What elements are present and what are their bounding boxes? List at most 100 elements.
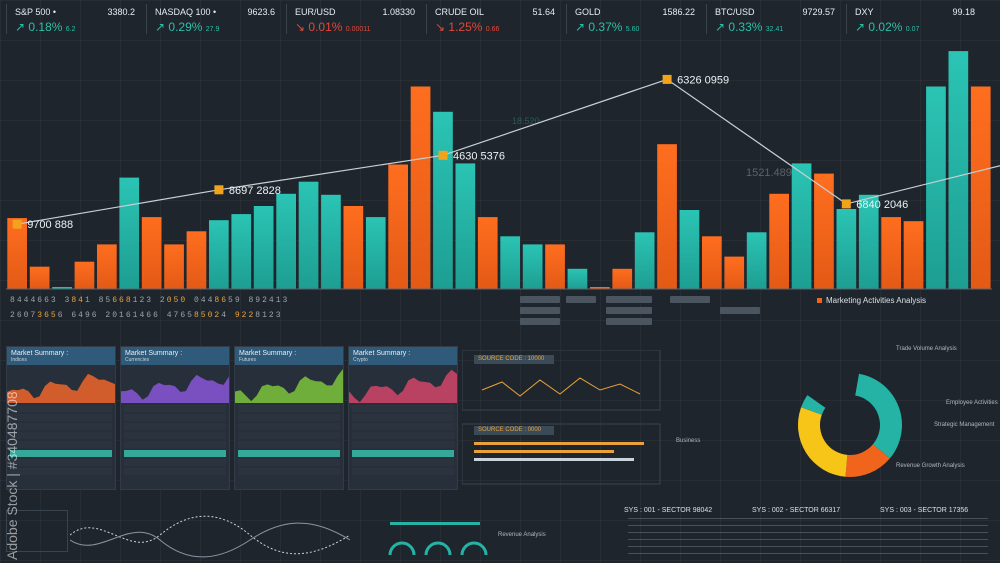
panel-row[interactable] (238, 432, 340, 439)
bottom-label: Revenue Analysis (498, 532, 546, 538)
legend-tag (606, 296, 652, 303)
chart-bar (679, 210, 700, 289)
panel-row[interactable] (238, 468, 340, 475)
main-bar-chart: 1521.489 18.520 9700 888 8697 2828 4630 5376… (6, 51, 1000, 290)
panel-row[interactable] (10, 459, 112, 466)
chart-point-label: 6840 2046 (856, 199, 908, 211)
chart-line (17, 78, 1000, 225)
chart-bar (164, 244, 184, 289)
chart-bar (926, 86, 946, 289)
chart-bar (567, 268, 588, 290)
panel-row[interactable] (124, 468, 226, 475)
chart-bar (724, 256, 745, 289)
panel-row[interactable] (124, 414, 226, 421)
chart-bar (634, 232, 655, 289)
panel-row[interactable] (238, 423, 340, 430)
chart-point (662, 74, 672, 84)
chart-bar (657, 144, 677, 289)
panel-row[interactable] (352, 405, 454, 412)
ticker-item[interactable]: BTC/USD 9729.57 ↗ 0.33% 32.41 (706, 4, 841, 34)
panel-row[interactable] (124, 459, 226, 466)
panel-row[interactable] (124, 405, 226, 412)
ticker-item[interactable]: DXY 99.18 ↗ 0.02% 0.07 (846, 4, 981, 34)
source-code-label-a: SOURCE CODE : 10000 (478, 356, 545, 362)
donut-segment (801, 395, 826, 415)
chart-bar (410, 86, 431, 289)
panel-row[interactable] (238, 441, 340, 448)
donut-chart (798, 373, 902, 477)
ticker-name: CRUDE OIL (435, 7, 485, 17)
ticker-item[interactable]: GOLD 1586.22 ↗ 0.37% 5.60 (566, 4, 701, 34)
panel-row[interactable] (352, 414, 454, 421)
panel-sparkline (235, 369, 343, 403)
digit-row-2: 26073656 6496 20161466 476585024 9228123 (10, 311, 283, 320)
panel-row[interactable] (238, 405, 340, 412)
panel-row[interactable] (10, 405, 112, 412)
legend-tag (720, 307, 760, 314)
panel-sparkline (349, 369, 457, 403)
donut-label-3: Strategic Management (934, 422, 995, 428)
ticker-item[interactable]: CRUDE OIL 51.64 ↘ 1.25% 0.66 (426, 4, 561, 34)
ticker-value: 3380.2 (107, 7, 135, 17)
ticker-item[interactable]: NASDAQ 100 • 9623.6 ↗ 0.29% 27.9 (146, 4, 281, 34)
panel-row[interactable] (10, 468, 112, 475)
chart-bar (612, 268, 633, 290)
panel-row[interactable] (238, 414, 340, 421)
chart-bar (455, 163, 476, 289)
market-summary-panel[interactable]: Market Summary : Futures (234, 346, 344, 490)
panel-row[interactable] (352, 423, 454, 430)
chart-bar (343, 206, 364, 289)
panel-row[interactable] (10, 450, 112, 457)
panel-row[interactable] (352, 450, 454, 457)
chart-bar (209, 220, 229, 289)
chart-bar (186, 231, 207, 289)
ticker-item[interactable]: S&P 500 • 3380.2 ↗ 0.18% 6.2 (6, 4, 141, 34)
legend-label: Marketing Activities Analysis (826, 296, 927, 305)
chart-point (12, 219, 22, 229)
ticker-item[interactable]: EUR/USD 1.08330 ↘ 0.01% 0.00011 (286, 4, 421, 34)
chart-point (841, 199, 851, 209)
legend-tag (606, 307, 652, 314)
panel-row[interactable] (10, 432, 112, 439)
chart-bar (433, 111, 453, 289)
panel-row[interactable] (10, 414, 112, 421)
chart-point (214, 185, 224, 195)
market-summary-panel[interactable]: Market Summary : Crypto (348, 346, 458, 490)
panel-sparkline (7, 373, 115, 403)
chart-bar (769, 193, 789, 289)
legend-tag (670, 296, 710, 303)
chart-bar (7, 218, 28, 289)
chart-bar (522, 244, 543, 289)
panel-row[interactable] (124, 423, 226, 430)
panel-row[interactable] (124, 432, 226, 439)
panel-row[interactable] (238, 459, 340, 466)
panel-row[interactable] (10, 423, 112, 430)
ticker-change: ↘ 0.01% 0.00011 (295, 20, 371, 34)
panel-row[interactable] (352, 459, 454, 466)
panel-row[interactable] (352, 441, 454, 448)
panel-header: Market Summary : Indices (7, 347, 115, 365)
ticker-name: S&P 500 • (15, 7, 57, 17)
panel-row[interactable] (124, 450, 226, 457)
ticker-change: ↘ 1.25% 0.66 (435, 20, 500, 34)
chart-bar (746, 232, 767, 289)
chart-bar (590, 287, 610, 289)
panel-row[interactable] (10, 441, 112, 448)
panel-row[interactable] (352, 432, 454, 439)
panel-row[interactable] (352, 468, 454, 475)
panel-row[interactable] (238, 450, 340, 457)
ticker-value: 9623.6 (247, 7, 275, 17)
legend-tag (606, 318, 652, 325)
donut-label-2: Employee Activities (946, 400, 998, 406)
ticker-value: 9729.57 (802, 7, 835, 17)
donut-segment (845, 444, 890, 477)
ticker-change: ↗ 0.29% 27.9 (155, 20, 220, 34)
panel-row[interactable] (124, 441, 226, 448)
chart-bar (881, 217, 901, 289)
market-summary-panel[interactable]: Market Summary : Currencies (120, 346, 230, 490)
chart-bar (253, 206, 274, 289)
ticker-value: 1586.22 (662, 7, 695, 17)
chart-bar (97, 244, 117, 289)
legend-tag (520, 318, 560, 325)
market-summary-panel[interactable]: Market Summary : Indices (6, 346, 116, 490)
